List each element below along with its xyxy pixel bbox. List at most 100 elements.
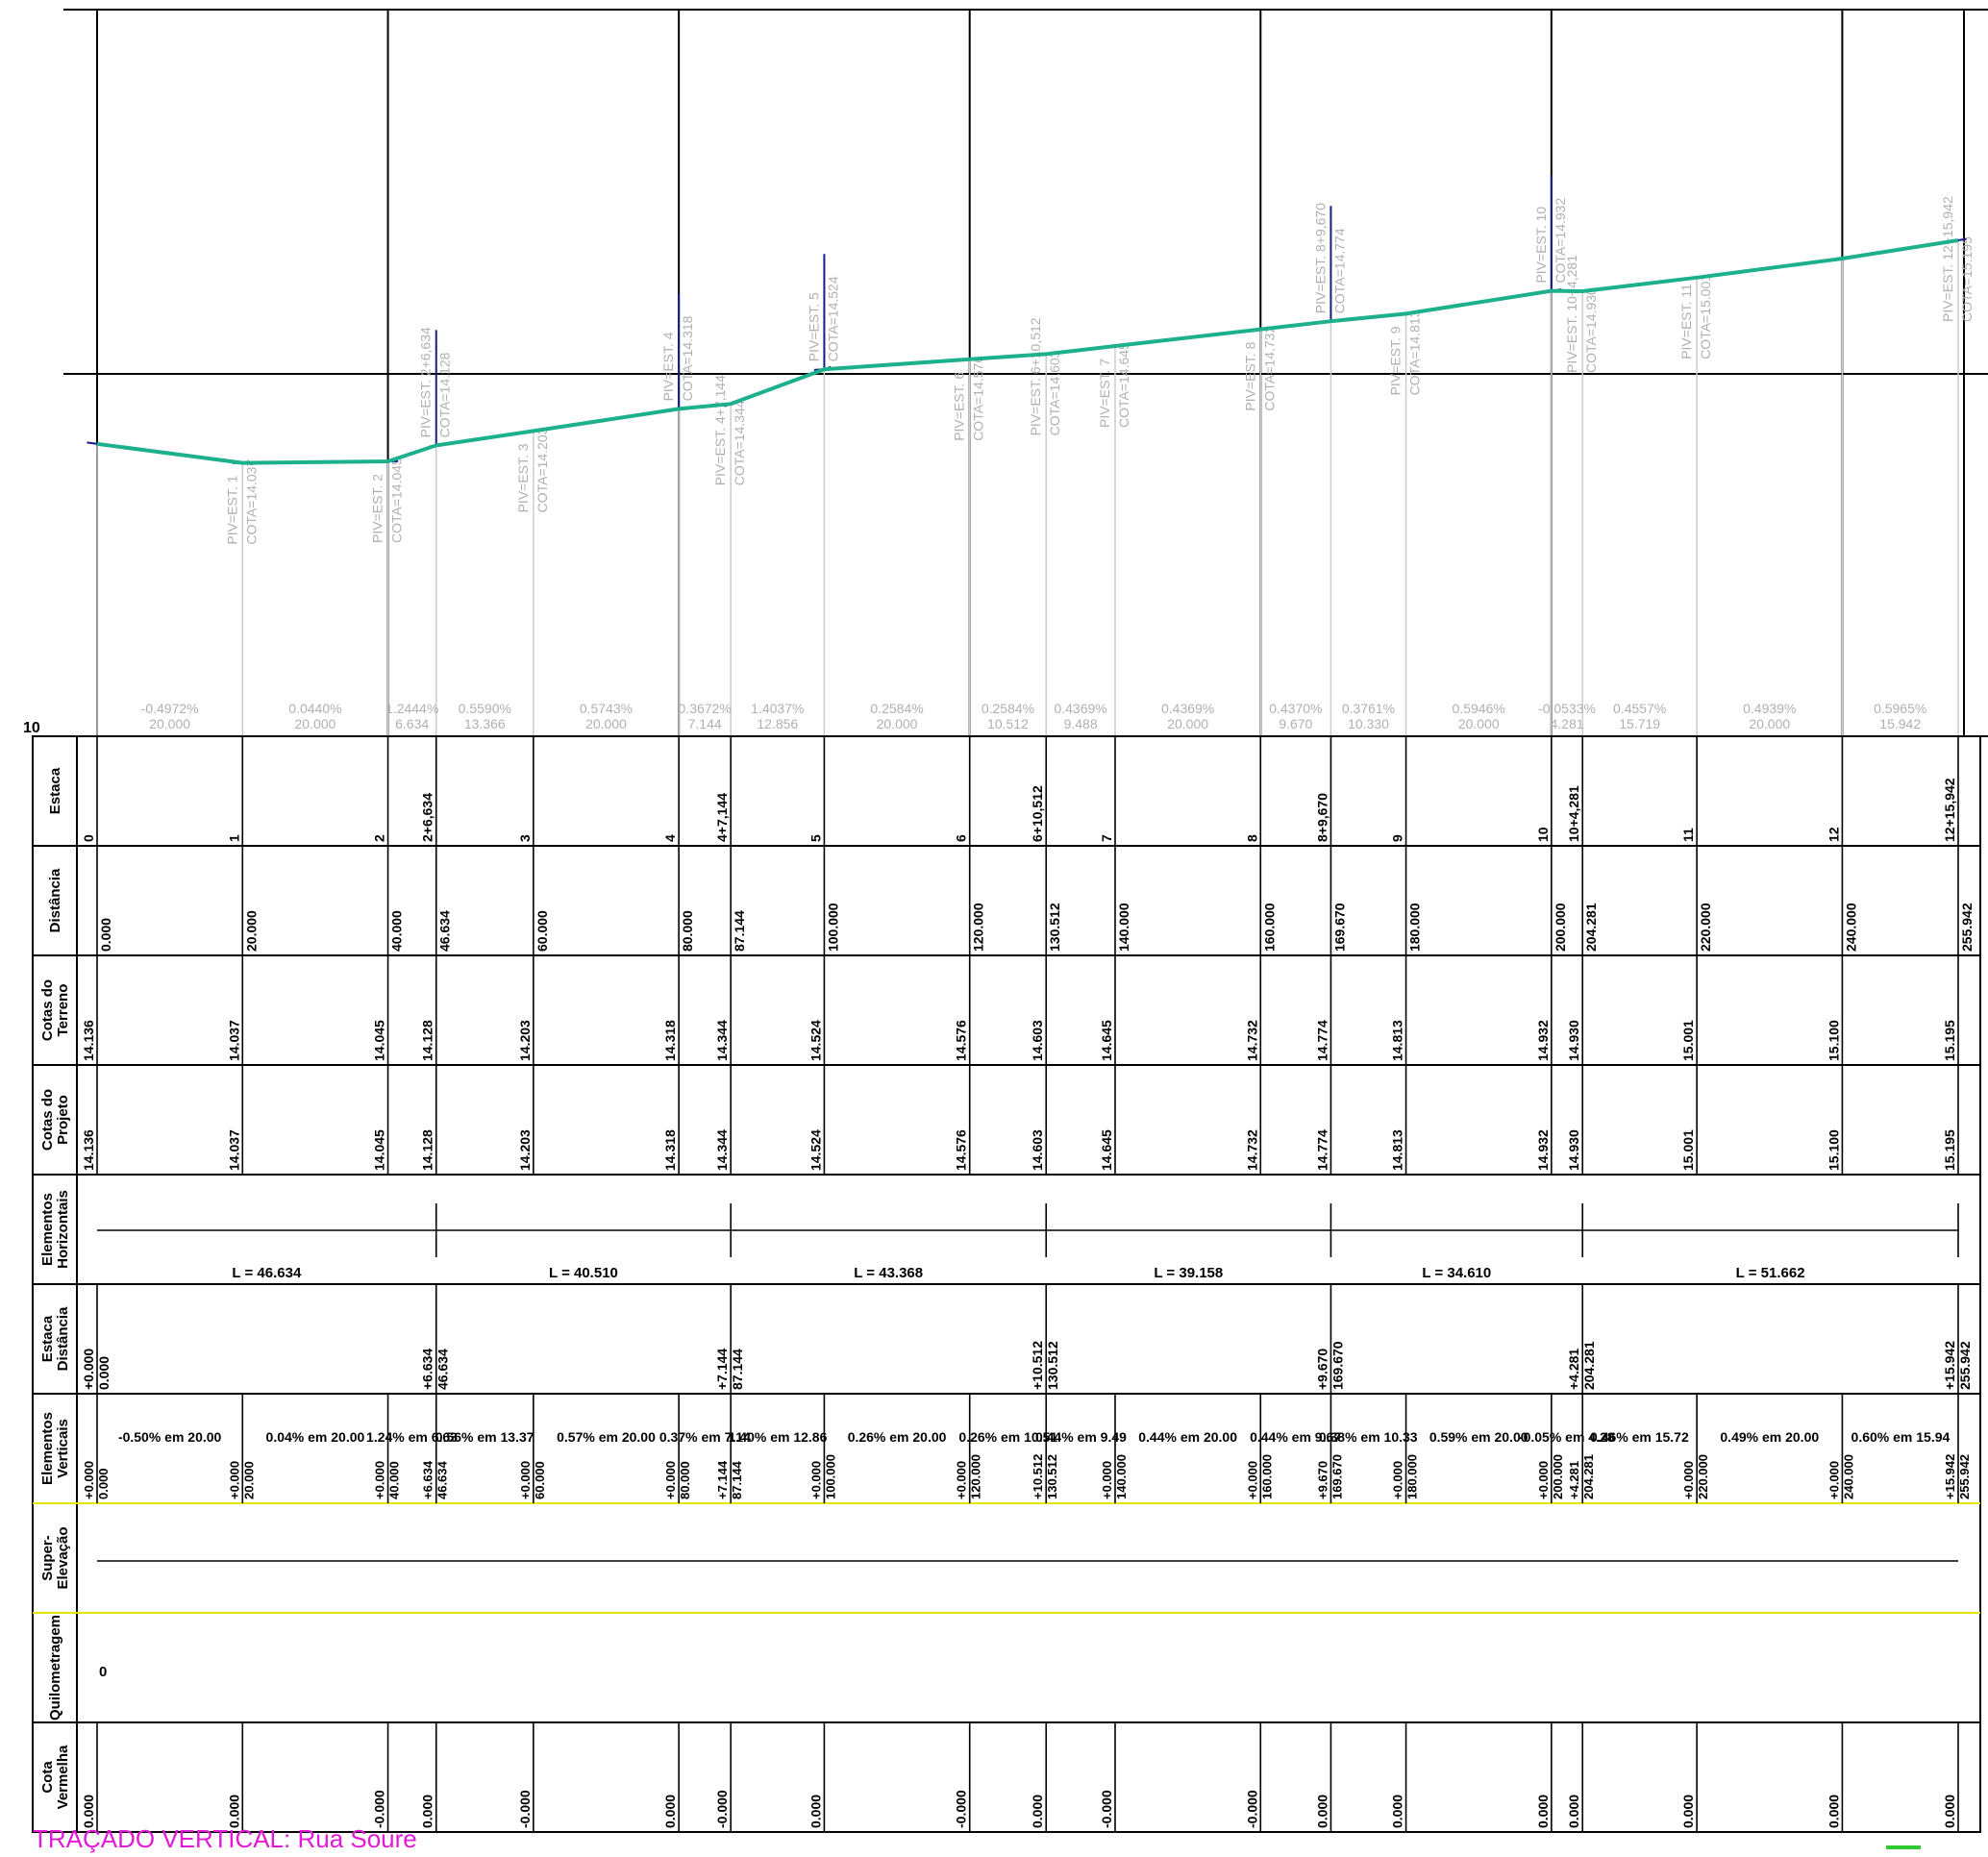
- grade-length-label: 20.000: [1749, 716, 1790, 731]
- row-header-label: Distância: [47, 868, 63, 932]
- red-elevation-value: 0.000: [1942, 1795, 1957, 1828]
- distance-value: 160.000: [1261, 903, 1277, 952]
- vertical-element-offset: +7.144: [715, 1460, 730, 1499]
- vertical-element-offset: +0.000: [227, 1461, 241, 1499]
- pvi-station-label: PIV=EST. 2: [370, 474, 385, 543]
- pvi-elevation-label: COTA=14.045: [389, 458, 405, 543]
- grade-percent-label: 1.4037%: [751, 701, 804, 716]
- estdist-offset: +15.942: [1942, 1341, 1957, 1390]
- design-elevation: 14.344: [714, 1129, 730, 1171]
- pvi-elevation-label: COTA=14.732: [1261, 326, 1277, 411]
- red-elevation-value: -0.000: [517, 1790, 533, 1828]
- distance-value: 40.000: [389, 910, 405, 952]
- terrain-elevation: 15.100: [1826, 1020, 1841, 1061]
- pvi-elevation-label: COTA=15.001: [1698, 274, 1713, 359]
- vertical-element-label: 0.44% em 20.00: [1138, 1429, 1237, 1445]
- horizontal-element-label: L = 46.634: [232, 1265, 302, 1281]
- terrain-elevation: 14.603: [1030, 1020, 1045, 1061]
- red-elevation-value: -0.000: [1099, 1790, 1114, 1828]
- vertical-element-distance: 46.634: [435, 1460, 450, 1499]
- vertical-element-offset: +0.000: [1826, 1461, 1841, 1499]
- station-label: 4+7,144: [714, 793, 730, 842]
- estdist-distance: 130.512: [1045, 1341, 1060, 1390]
- design-elevation: 14.576: [954, 1129, 969, 1171]
- row-header-label: Estaca: [39, 1315, 56, 1362]
- pvi-station-label: PIV=EST. 11: [1678, 284, 1694, 359]
- grade-length-label: 10.330: [1348, 716, 1389, 731]
- station-label: 10: [1535, 827, 1551, 842]
- pvi-elevation-label: COTA=14.813: [1407, 310, 1423, 395]
- vertical-element-label: 0.26% em 20.00: [848, 1429, 947, 1445]
- design-elevation: 15.100: [1826, 1129, 1841, 1171]
- vertical-element-offset: +0.000: [373, 1461, 387, 1499]
- row-header-label: Projeto: [55, 1095, 71, 1145]
- vertical-element-distance: 100.000: [823, 1454, 837, 1499]
- pvi-elevation-label: COTA=14.930: [1583, 287, 1599, 373]
- quilometragem-value: 0: [99, 1664, 107, 1680]
- red-elevation-value: 0.000: [1030, 1795, 1045, 1828]
- distance-value: 20.000: [243, 910, 259, 952]
- design-elevation: 14.037: [226, 1129, 241, 1171]
- grade-percent-label: 0.4369%: [1161, 701, 1214, 716]
- vertical-element-label: 0.46% em 15.72: [1590, 1429, 1689, 1445]
- row-header-label: Cota: [39, 1761, 56, 1794]
- pvi-station-label: PIV=EST. 2+6,634: [418, 327, 434, 437]
- pvi-station-label: PIV=EST. 10: [1533, 207, 1549, 284]
- terrain-elevation: 15.195: [1942, 1020, 1957, 1061]
- vertical-element-distance: 40.000: [387, 1461, 402, 1499]
- distance-value: 120.000: [971, 903, 986, 952]
- grade-percent-label: 0.5743%: [580, 701, 633, 716]
- design-elevation: 15.001: [1680, 1129, 1696, 1171]
- distance-value: 220.000: [1698, 903, 1713, 952]
- station-label: 4: [662, 834, 678, 842]
- pvi-elevation-label: COTA=14.576: [971, 356, 986, 441]
- terrain-elevation: 14.128: [420, 1020, 435, 1061]
- grade-percent-label: 1.2444%: [385, 701, 438, 716]
- red-elevation-value: 0.000: [1566, 1795, 1581, 1828]
- distance-value: 140.000: [1116, 903, 1131, 952]
- row-header-label: Elementos: [39, 1412, 56, 1485]
- vertical-element-label: 0.37% em 7.14: [659, 1429, 751, 1445]
- horizontal-element-label: L = 40.510: [549, 1265, 618, 1281]
- vertical-element-distance: 20.000: [241, 1461, 256, 1499]
- row-header-label: Elementos: [39, 1193, 56, 1266]
- terrain-elevation: 14.645: [1099, 1020, 1114, 1061]
- station-label: 6: [954, 834, 969, 842]
- station-label: 1: [226, 834, 241, 842]
- grade-length-label: 20.000: [1167, 716, 1208, 731]
- distance-value: 255.942: [1959, 903, 1975, 952]
- estdist-offset: +7.144: [714, 1349, 730, 1390]
- grade-length-label: 20.000: [877, 716, 918, 731]
- design-elevation: 14.932: [1535, 1129, 1551, 1171]
- station-label: 8: [1244, 834, 1259, 842]
- pvi-station-label: PIV=EST. 8: [1242, 341, 1257, 410]
- vertical-element-offset: +0.000: [82, 1461, 96, 1499]
- red-elevation-value: 0.000: [1680, 1795, 1696, 1828]
- vertical-element-distance: 160.000: [1259, 1454, 1274, 1499]
- red-elevation-value: -0.000: [1244, 1790, 1259, 1828]
- row-header-label: Verticais: [55, 1419, 71, 1478]
- grade-percent-label: 0.4369%: [1054, 701, 1106, 716]
- grade-length-label: 7.144: [688, 716, 722, 731]
- row-header-label: Terreno: [55, 984, 71, 1037]
- pvi-elevation-label: COTA=14.524: [825, 276, 840, 361]
- station-label: 3: [517, 834, 533, 842]
- vertical-element-offset: +4.281: [1567, 1461, 1581, 1499]
- terrain-elevation: 14.576: [954, 1020, 969, 1061]
- grade-percent-label: 0.2584%: [870, 701, 923, 716]
- red-elevation-value: 0.000: [226, 1795, 241, 1828]
- vertical-element-label: 0.44% em 9.67: [1250, 1429, 1341, 1445]
- vertical-element-offset: +0.000: [1100, 1461, 1114, 1499]
- vertical-element-offset: +0.000: [663, 1461, 678, 1499]
- grade-percent-label: 0.5590%: [459, 701, 511, 716]
- vertical-element-distance: 169.670: [1329, 1454, 1344, 1499]
- terrain-elevation: 15.001: [1680, 1020, 1696, 1061]
- vertical-element-offset: +0.000: [955, 1461, 969, 1499]
- red-elevation-value: 0.000: [662, 1795, 678, 1828]
- grade-percent-label: -0.0533%: [1538, 701, 1596, 716]
- station-label: 12+15,942: [1942, 778, 1957, 842]
- profile-grid: 10: [23, 9, 1988, 737]
- terrain-elevation: 14.344: [714, 1020, 730, 1061]
- terrain-elevation: 14.203: [517, 1020, 533, 1061]
- vertical-element-offset: +0.000: [518, 1461, 533, 1499]
